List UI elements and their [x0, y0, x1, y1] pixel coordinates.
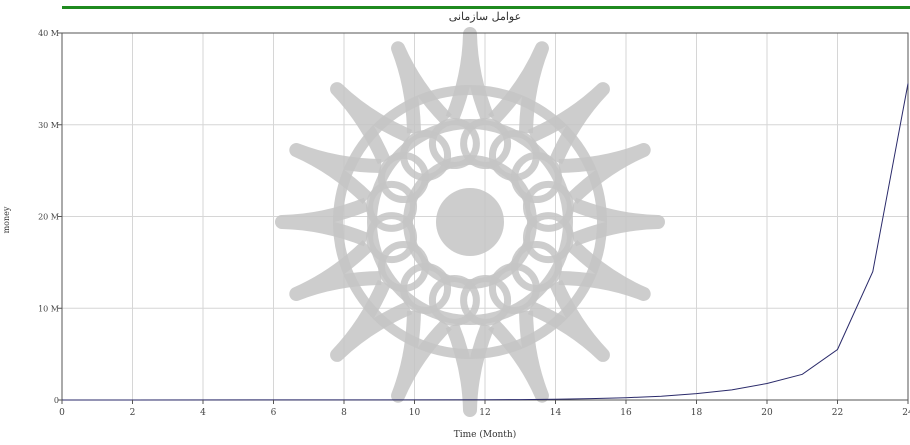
x-tick-label: 8	[341, 408, 347, 418]
y-axis-ticks: 0 10 M 20 M 30 M 40 M	[38, 29, 62, 405]
watermark-petal	[275, 197, 370, 247]
watermark-lobe	[377, 240, 429, 292]
series-line	[61, 83, 909, 401]
x-tick-label: 4	[200, 408, 206, 418]
y-tick-label: 30 M	[38, 121, 59, 130]
watermark-lobe	[488, 263, 540, 315]
watermark-lobe	[366, 212, 418, 264]
watermark-ring	[333, 85, 607, 359]
watermark-lobe	[511, 152, 563, 204]
y-tick-label: 0	[54, 396, 59, 405]
watermark-lobe	[428, 274, 480, 326]
watermark-lobe	[366, 180, 418, 232]
x-tick-label: 16	[620, 408, 632, 418]
x-tick-label: 20	[761, 408, 773, 418]
x-tick-label: 10	[409, 408, 421, 418]
y-tick-label: 40 M	[38, 29, 59, 38]
watermark-lobe	[428, 118, 480, 170]
watermark-center	[436, 188, 504, 256]
x-tick-label: 18	[691, 408, 703, 418]
x-tick-label: 2	[130, 408, 136, 418]
watermark-petal	[570, 197, 665, 247]
y-tick-label: 20 M	[38, 213, 59, 222]
x-tick-label: 14	[550, 408, 562, 418]
watermark-lobe	[522, 212, 574, 264]
watermark-lobe	[400, 129, 452, 181]
y-tick-label: 10 M	[38, 304, 59, 313]
watermark-lobe	[460, 274, 512, 326]
x-tick-label: 6	[271, 408, 277, 418]
watermark-petal	[445, 27, 495, 122]
series-layer	[61, 83, 909, 401]
x-axis-ticks: 024681012141618202224	[59, 400, 910, 418]
x-tick-label: 24	[902, 408, 910, 418]
top-accent-rule	[62, 6, 910, 9]
chart-title: عوامل سازمانی	[449, 10, 521, 23]
x-tick-label: 0	[59, 408, 65, 418]
watermark-petal	[445, 322, 495, 417]
x-tick-label: 12	[479, 408, 490, 418]
x-axis-label: Time (Month)	[454, 429, 516, 440]
x-tick-label: 22	[832, 408, 843, 418]
watermark-lobe	[522, 180, 574, 232]
y-axis-label: money	[2, 206, 11, 233]
watermark-lobe	[460, 118, 512, 170]
rosette-watermark-icon	[275, 27, 665, 417]
